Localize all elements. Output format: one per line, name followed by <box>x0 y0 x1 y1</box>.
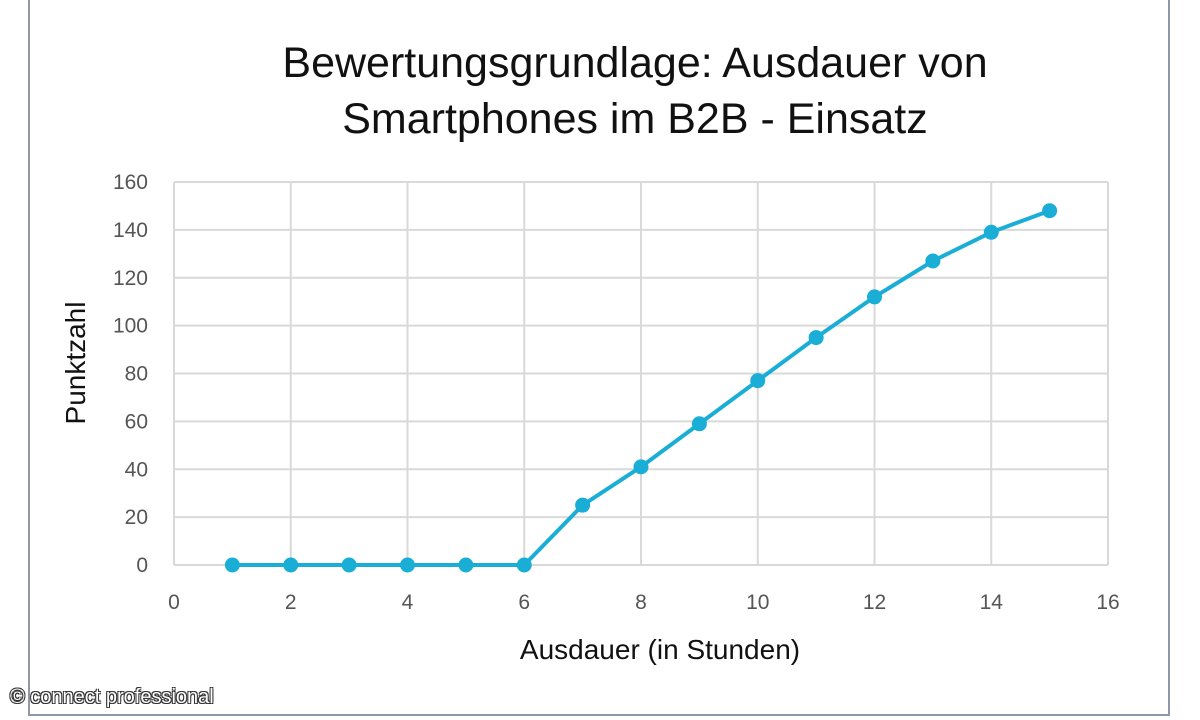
data-point <box>341 557 357 573</box>
y-tick-label: 20 <box>125 506 148 529</box>
data-point <box>283 557 299 573</box>
data-point <box>516 557 532 573</box>
y-tick-label: 0 <box>136 554 148 577</box>
y-tick-label: 120 <box>113 267 148 290</box>
y-tick-label: 140 <box>113 219 148 242</box>
y-axis-title: Punktzahl <box>60 302 91 425</box>
copyright-watermark: © connect professional <box>10 686 214 708</box>
chart-title-line-1: Bewertungsgrundlage: Ausdauer von <box>282 39 987 87</box>
x-tick-label: 6 <box>518 591 530 614</box>
y-tick-label: 160 <box>113 171 148 194</box>
tick-labels: 0 20 40 60 80 100 120 140 160 0 2 4 6 8 10 12 14 16 <box>113 171 1120 614</box>
data-point <box>400 557 415 573</box>
x-tick-label: 10 <box>746 591 769 614</box>
y-tick-label: 100 <box>113 315 148 338</box>
x-tick-label: 2 <box>285 591 297 614</box>
data-point <box>575 497 591 513</box>
data-point <box>633 459 649 475</box>
x-tick-label: 16 <box>1096 591 1119 614</box>
data-point <box>750 373 766 389</box>
x-tick-label: 14 <box>980 591 1004 614</box>
x-tick-label: 4 <box>402 591 414 614</box>
data-point <box>925 253 941 269</box>
y-tick-label: 40 <box>125 458 148 481</box>
chart-frame <box>28 0 1170 716</box>
data-point <box>867 289 882 305</box>
y-tick-label: 80 <box>125 363 148 386</box>
chart-title-line-2: Smartphones im B2B - Einsatz <box>342 95 928 143</box>
data-point <box>983 224 999 240</box>
x-tick-label: 8 <box>635 591 647 614</box>
data-point <box>224 557 240 573</box>
data-point <box>808 330 824 346</box>
x-tick-label: 12 <box>863 591 886 614</box>
data-point <box>691 416 707 432</box>
series <box>224 203 1058 573</box>
x-tick-label: 0 <box>168 591 180 614</box>
x-axis-title: Ausdauer (in Stunden) <box>520 634 800 665</box>
data-point <box>458 557 474 573</box>
y-tick-label: 60 <box>125 410 148 433</box>
grid <box>173 181 1109 566</box>
data-point <box>1042 203 1058 219</box>
